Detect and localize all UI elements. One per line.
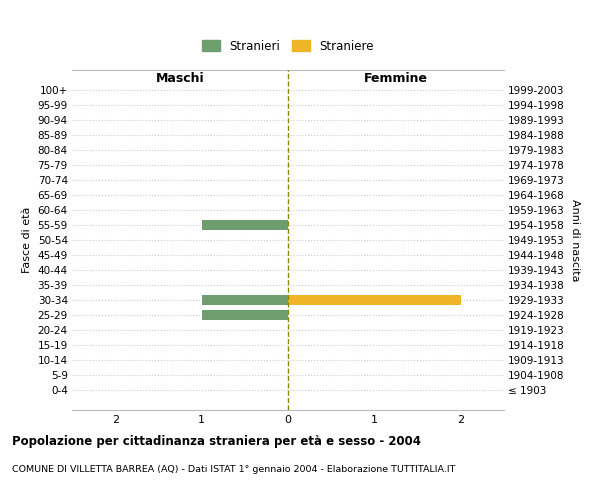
Bar	[202, 295, 288, 304]
Y-axis label: Anni di nascita: Anni di nascita	[571, 198, 580, 281]
Y-axis label: Fasce di età: Fasce di età	[22, 207, 32, 273]
Text: Femmine: Femmine	[364, 72, 428, 85]
Text: Maschi: Maschi	[155, 72, 205, 85]
Legend: Stranieri, Straniere: Stranieri, Straniere	[197, 35, 379, 58]
Bar	[288, 295, 461, 304]
Text: COMUNE DI VILLETTA BARREA (AQ) - Dati ISTAT 1° gennaio 2004 - Elaborazione TUTTI: COMUNE DI VILLETTA BARREA (AQ) - Dati IS…	[12, 465, 455, 474]
Bar	[202, 310, 288, 320]
Text: Popolazione per cittadinanza straniera per età e sesso - 2004: Popolazione per cittadinanza straniera p…	[12, 435, 421, 448]
Bar	[202, 220, 288, 230]
